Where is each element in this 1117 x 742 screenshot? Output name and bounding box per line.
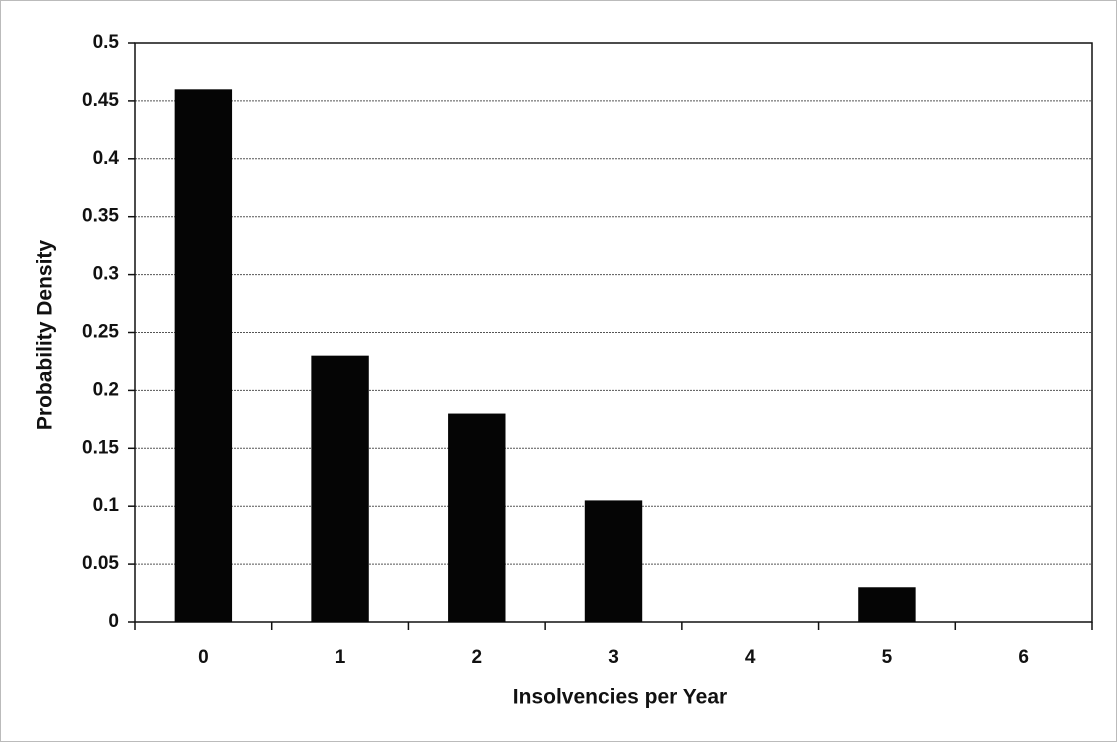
y-tick-label: 0.5 — [93, 32, 120, 53]
x-tick-label: 3 — [608, 647, 619, 668]
y-tick-label: 0.1 — [93, 495, 120, 516]
y-tick-label: 0.25 — [82, 322, 119, 343]
x-tick-label: 2 — [471, 647, 482, 668]
bar — [448, 413, 506, 622]
x-tick-label: 6 — [1018, 647, 1029, 668]
y-tick-label: 0.4 — [93, 148, 120, 169]
y-tick-label: 0.2 — [93, 379, 119, 400]
bar — [858, 587, 916, 622]
y-tick-label: 0.05 — [82, 553, 119, 574]
bar — [174, 89, 233, 622]
bar — [584, 500, 643, 622]
y-tick-label: 0.3 — [93, 264, 119, 285]
y-tick-label: 0.15 — [82, 437, 119, 458]
x-tick-label: 1 — [335, 647, 346, 668]
y-tick-label: 0.35 — [82, 206, 119, 227]
x-tick-label: 5 — [882, 647, 893, 668]
y-tick-label: 0 — [108, 611, 119, 632]
bar — [311, 355, 369, 622]
y-tick-label: 0.45 — [82, 90, 119, 111]
y-axis-title: Probability Density — [34, 240, 57, 431]
x-tick-label: 4 — [745, 647, 756, 668]
x-tick-label: 0 — [198, 647, 209, 668]
x-axis-title: Insolvencies per Year — [513, 686, 727, 709]
